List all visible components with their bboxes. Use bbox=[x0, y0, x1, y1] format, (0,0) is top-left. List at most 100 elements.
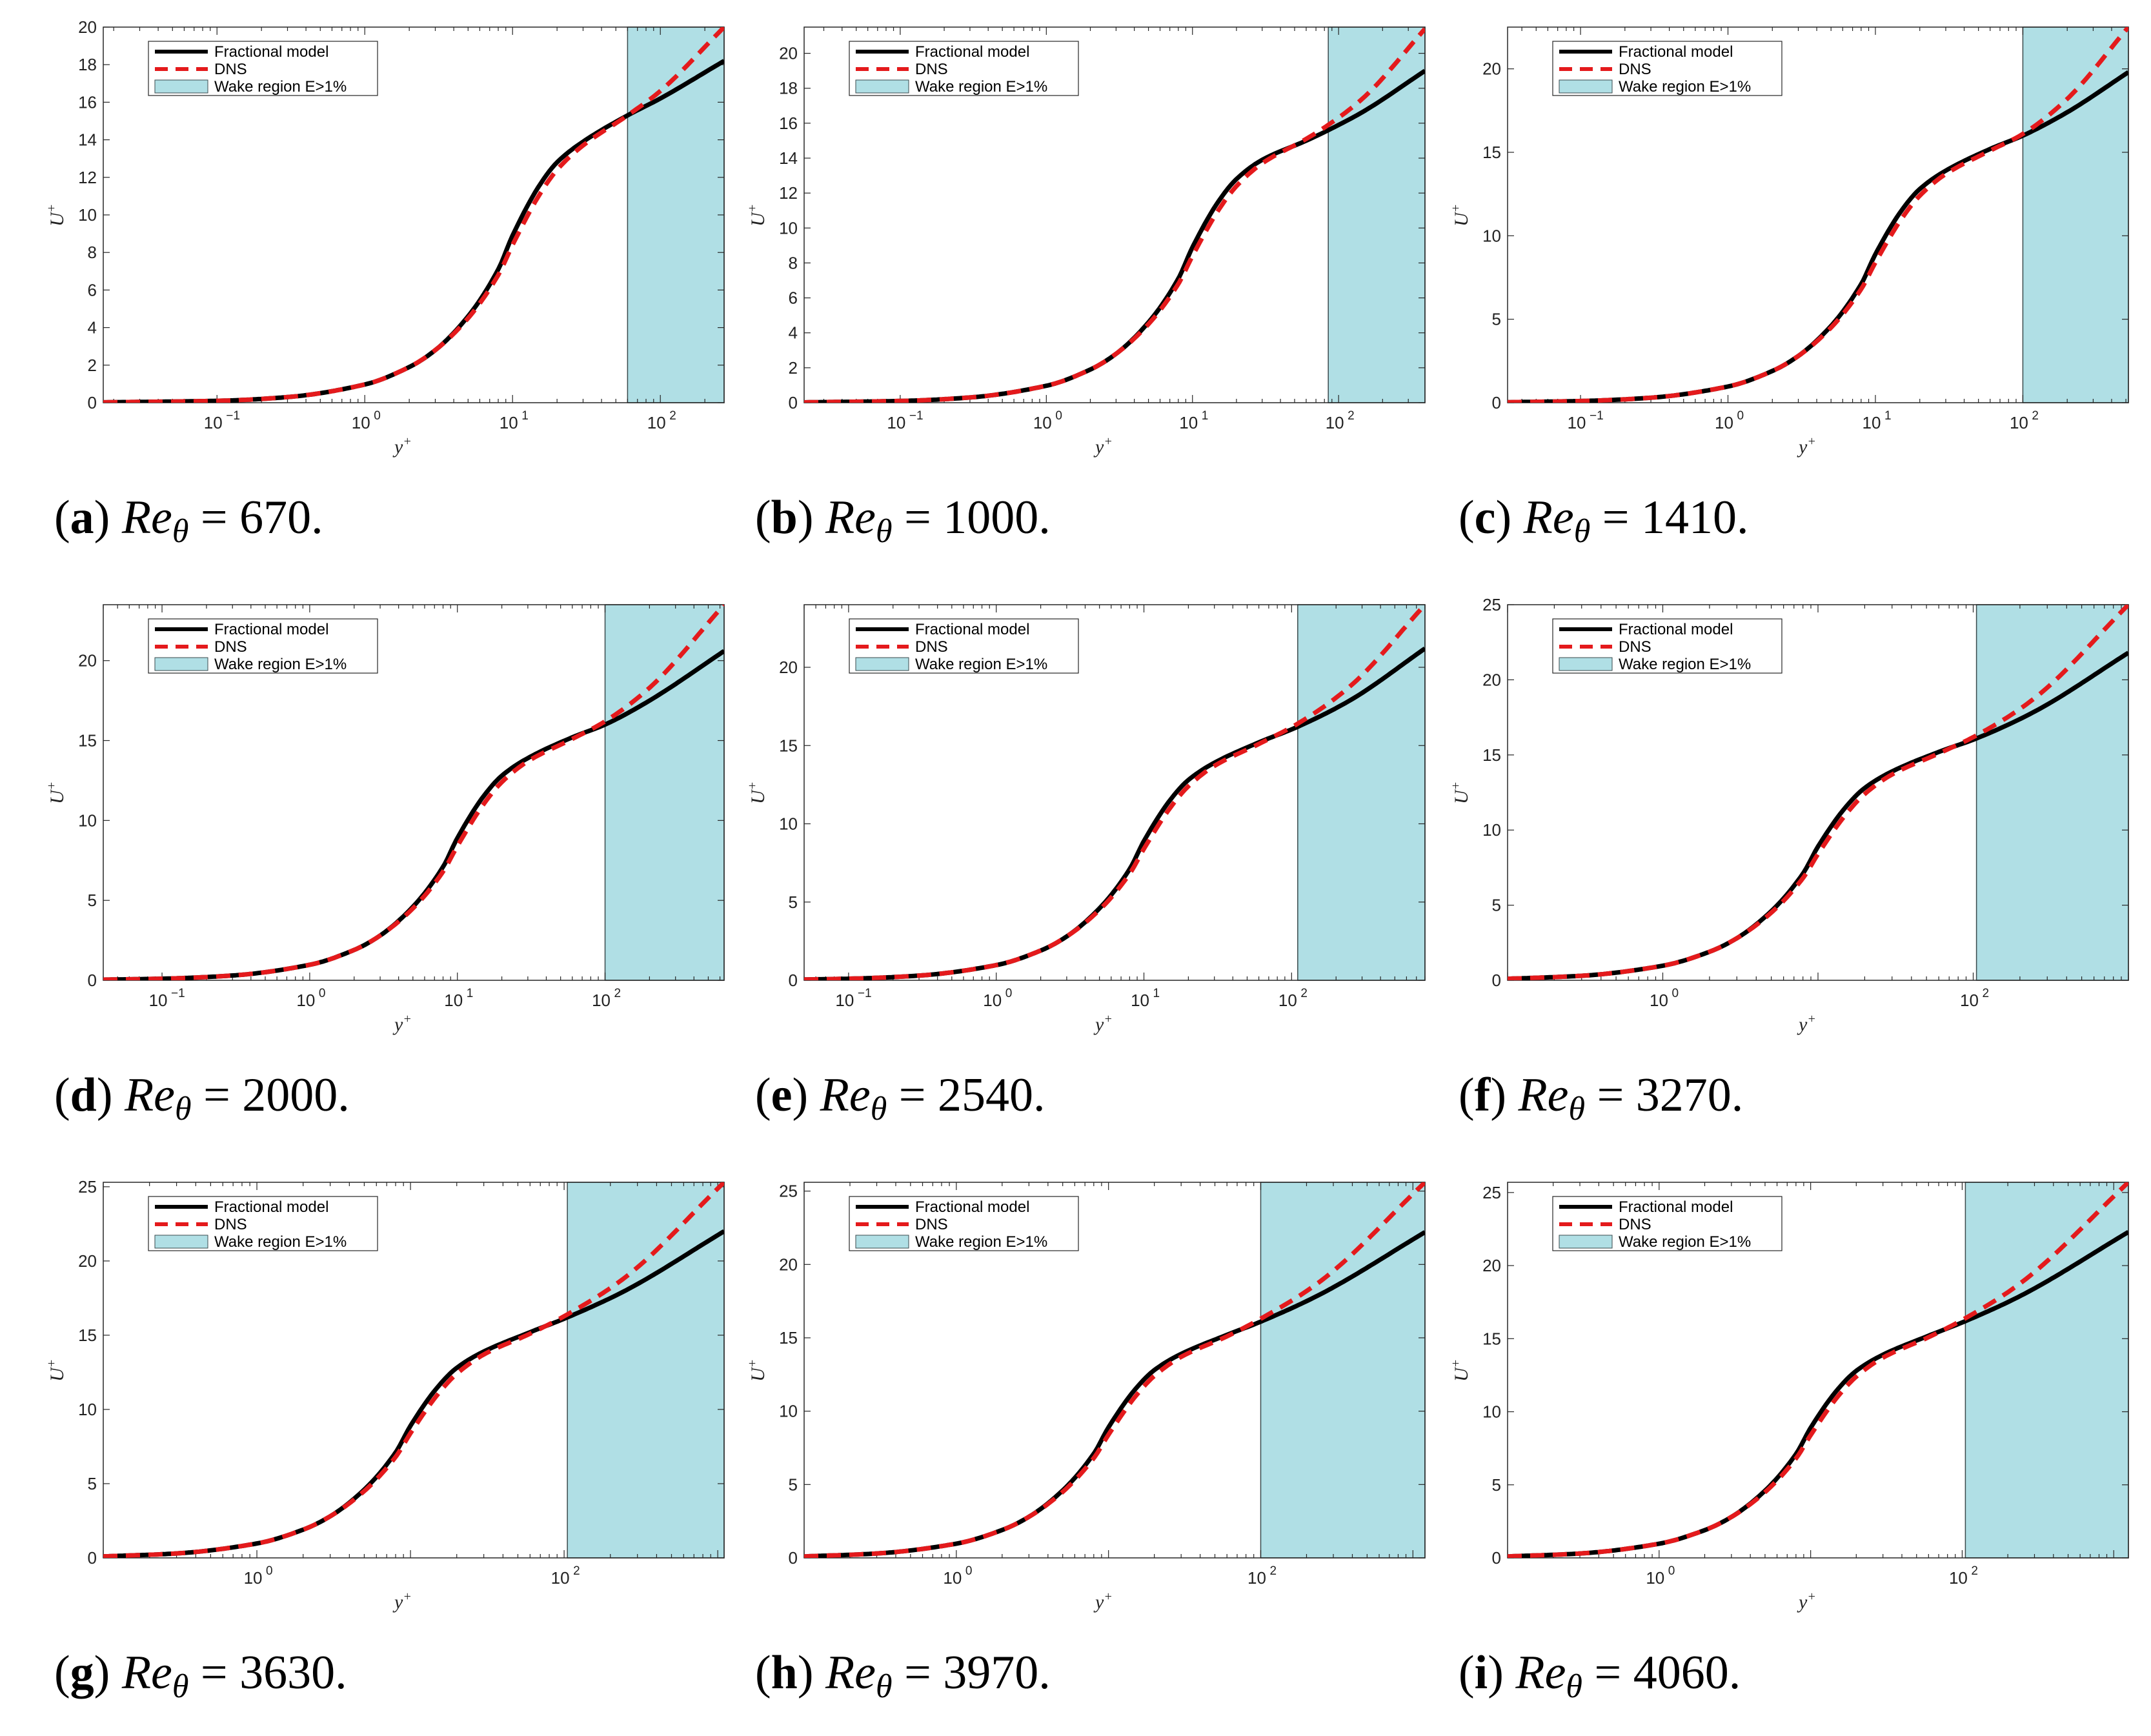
plot-frame bbox=[1507, 26, 2129, 403]
series-dns-line bbox=[103, 605, 724, 980]
legend-item-wake-region: Wake region E>1% bbox=[1619, 78, 1751, 96]
caption-value: = 1410. bbox=[1590, 491, 1749, 544]
legend-swatch bbox=[1559, 79, 1613, 94]
x-tick-exponent: 2 bbox=[1269, 1564, 1277, 1578]
x-tick-label: 10 bbox=[592, 991, 611, 1010]
caption-value: = 3270. bbox=[1585, 1069, 1744, 1122]
legend-item-dns: DNS bbox=[214, 638, 247, 656]
y-tick-label: 0 bbox=[1492, 971, 1501, 990]
y-tick-label: 18 bbox=[779, 79, 798, 98]
legend-item-fractional-model: Fractional model bbox=[214, 43, 328, 61]
panel-caption: (f) Reθ = 3270. bbox=[1459, 1069, 1744, 1127]
legend-item-wake-region: Wake region E>1% bbox=[1619, 1233, 1751, 1251]
x-axis-label: y+ bbox=[392, 1012, 412, 1035]
x-tick-exponent: 0 bbox=[1672, 987, 1679, 1000]
caption-letter: b bbox=[771, 491, 798, 544]
y-tick-label: 15 bbox=[78, 1326, 97, 1345]
y-tick-label: 10 bbox=[779, 1402, 798, 1421]
caption-value: = 2540. bbox=[887, 1069, 1045, 1122]
y-tick-label: 15 bbox=[1482, 1329, 1501, 1348]
panel-caption: (e) Reθ = 2540. bbox=[755, 1069, 1045, 1127]
series-dns-line bbox=[804, 1182, 1425, 1558]
x-tick-exponent: 0 bbox=[374, 409, 381, 423]
x-axis-label: y+ bbox=[1797, 1012, 1816, 1035]
y-tick-label: 0 bbox=[789, 971, 798, 990]
x-tick-label: 10 bbox=[1715, 413, 1733, 432]
y-tick-label: 10 bbox=[779, 218, 798, 237]
y-tick-label: 5 bbox=[1492, 1475, 1501, 1495]
x-tick-exponent: −1 bbox=[1590, 409, 1604, 423]
x-axis-label: y+ bbox=[1093, 1590, 1113, 1613]
legend-swatch bbox=[855, 1235, 909, 1249]
plot-frame bbox=[803, 604, 1426, 981]
y-tick-label: 25 bbox=[78, 1177, 97, 1196]
y-tick-label: 4 bbox=[789, 323, 798, 343]
y-axis-label: U+ bbox=[45, 1359, 68, 1382]
x-tick-label: 10 bbox=[1949, 1568, 1968, 1588]
legend-item-fractional-model: Fractional model bbox=[915, 621, 1029, 638]
chart-panel-c: 0 5 10 15 20 10 −1 10 0 10 1 10 2 y+ U+ Fractional mode… bbox=[1431, 13, 2148, 581]
legend-item-dns: DNS bbox=[214, 61, 247, 78]
x-tick-exponent: 0 bbox=[965, 1564, 973, 1578]
caption-value: = 3970. bbox=[892, 1646, 1051, 1699]
series-dns-line bbox=[1508, 605, 2128, 980]
chart-panel-g: 0 5 10 15 20 25 10 0 10 2 y+ U+ Fractional model DNS W… bbox=[27, 1168, 743, 1736]
y-tick-label: 20 bbox=[78, 651, 97, 671]
legend-item-wake-region: Wake region E>1% bbox=[214, 656, 347, 673]
wake-region bbox=[1328, 26, 1426, 403]
series-dns-line bbox=[1508, 27, 2128, 403]
caption-value: = 2000. bbox=[191, 1069, 350, 1122]
legend-item-fractional-model: Fractional model bbox=[915, 43, 1029, 61]
y-tick-label: 5 bbox=[789, 1475, 798, 1494]
x-tick-label: 10 bbox=[1278, 991, 1297, 1010]
panel-caption: (d) Reθ = 2000. bbox=[54, 1069, 350, 1127]
y-tick-label: 8 bbox=[789, 253, 798, 272]
legend-item-fractional-model: Fractional model bbox=[1619, 43, 1733, 61]
series-dns-line bbox=[804, 605, 1425, 980]
y-axis-label: U+ bbox=[745, 1359, 769, 1382]
legend-swatch bbox=[154, 79, 208, 94]
legend-item-wake-region: Wake region E>1% bbox=[915, 656, 1047, 673]
x-tick-label: 10 bbox=[1863, 413, 1881, 432]
legend-item-fractional-model: Fractional model bbox=[214, 621, 328, 638]
y-tick-label: 14 bbox=[78, 130, 97, 150]
x-tick-exponent: 2 bbox=[1983, 987, 1990, 1000]
legend-swatch bbox=[1559, 1235, 1613, 1249]
x-tick-label: 10 bbox=[1568, 413, 1586, 432]
x-minor-ticks bbox=[1521, 27, 2126, 403]
x-tick-label: 10 bbox=[352, 413, 370, 432]
x-tick-exponent: 0 bbox=[1668, 1564, 1675, 1578]
chart-panel-i: 0 5 10 15 20 25 10 0 10 2 y+ U+ Fractional model DNS W… bbox=[1431, 1168, 2148, 1736]
x-minor-ticks bbox=[1507, 605, 2129, 980]
y-tick-label: 8 bbox=[88, 243, 97, 262]
caption-letter: d bbox=[70, 1069, 97, 1122]
plot-frame bbox=[103, 1182, 725, 1559]
y-tick-label: 5 bbox=[789, 893, 798, 912]
legend-item-wake-region: Wake region E>1% bbox=[915, 1233, 1047, 1251]
y-tick-label: 12 bbox=[779, 183, 798, 203]
x-tick-label: 10 bbox=[1326, 413, 1344, 432]
x-tick-label: 10 bbox=[204, 413, 223, 432]
y-axis-label: U+ bbox=[1449, 1359, 1472, 1382]
legend-item-dns: DNS bbox=[1619, 61, 1651, 78]
chart-panel-f: 0 5 10 15 20 25 10 0 10 2 y+ U+ Fractional model DNS W… bbox=[1431, 590, 2148, 1158]
caption-letter: g bbox=[70, 1646, 94, 1699]
y-tick-label: 15 bbox=[779, 1328, 798, 1347]
y-tick-label: 10 bbox=[1482, 820, 1501, 840]
y-tick-label: 25 bbox=[1482, 1183, 1501, 1202]
x-tick-label: 10 bbox=[2010, 413, 2028, 432]
caption-value: = 3630. bbox=[188, 1646, 347, 1699]
y-tick-label: 0 bbox=[88, 1548, 97, 1568]
x-tick-label: 10 bbox=[1179, 413, 1198, 432]
y-tick-label: 0 bbox=[789, 393, 798, 412]
panel-caption: (h) Reθ = 3970. bbox=[755, 1646, 1051, 1705]
y-tick-label: 6 bbox=[88, 280, 97, 299]
x-tick-exponent: 2 bbox=[2032, 409, 2039, 423]
legend-item-fractional-model: Fractional model bbox=[915, 1198, 1029, 1216]
x-tick-exponent: −1 bbox=[226, 409, 240, 423]
y-tick-label: 16 bbox=[78, 92, 97, 112]
